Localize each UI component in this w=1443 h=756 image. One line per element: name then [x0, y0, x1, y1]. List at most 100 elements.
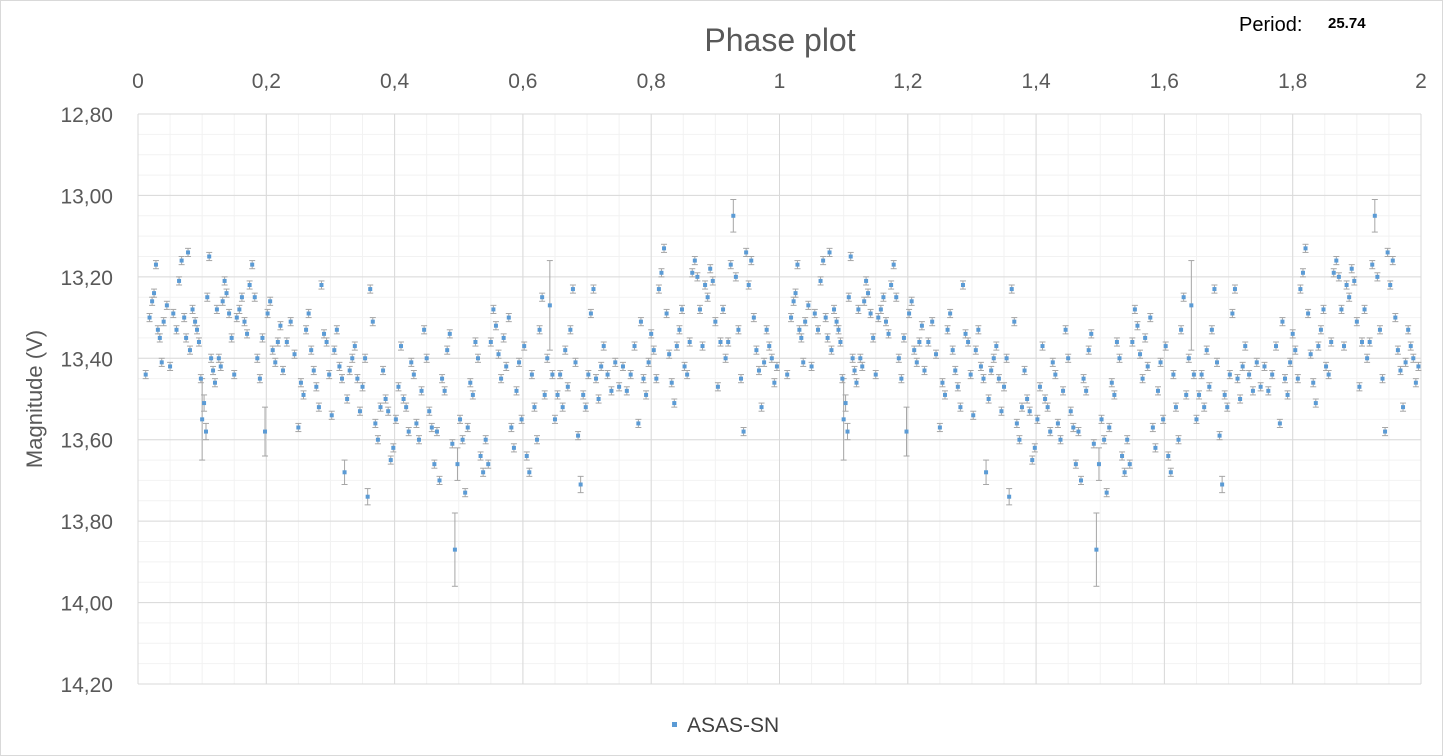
data-point	[288, 319, 293, 324]
data-point	[1398, 368, 1403, 373]
data-point	[1222, 392, 1227, 397]
data-point	[1117, 356, 1122, 361]
data-point	[1019, 405, 1024, 410]
y-tick-label: 13,00	[60, 185, 113, 208]
data-point	[1127, 462, 1132, 467]
data-point	[609, 388, 614, 393]
data-point	[950, 348, 955, 353]
x-tick-label: 1	[774, 70, 786, 93]
data-point	[1336, 274, 1341, 279]
data-point	[825, 335, 830, 340]
data-point	[881, 295, 886, 300]
data-point	[958, 405, 963, 410]
data-point	[1096, 462, 1101, 467]
data-point	[978, 364, 983, 369]
data-point	[186, 250, 191, 255]
data-point	[736, 327, 741, 332]
data-point	[200, 417, 205, 422]
data-point	[1209, 327, 1214, 332]
data-point	[381, 368, 386, 373]
data-point	[999, 409, 1004, 414]
data-point	[552, 417, 557, 422]
data-point	[646, 360, 651, 365]
data-point	[690, 270, 695, 275]
data-point	[1306, 311, 1311, 316]
data-point	[751, 315, 756, 320]
data-point	[1030, 458, 1035, 463]
data-point	[591, 287, 596, 292]
data-point	[429, 425, 434, 430]
data-point	[1416, 364, 1421, 369]
data-point	[365, 494, 370, 499]
data-point	[514, 388, 519, 393]
data-point	[1293, 348, 1298, 353]
data-point	[854, 380, 859, 385]
data-point	[1395, 348, 1400, 353]
data-point	[504, 364, 509, 369]
data-point	[617, 384, 622, 389]
data-point	[1158, 360, 1163, 365]
data-point	[1058, 437, 1063, 442]
data-point	[247, 283, 252, 287]
data-point	[1227, 372, 1232, 377]
data-point	[1168, 470, 1173, 475]
data-point	[871, 335, 876, 340]
data-point	[762, 360, 767, 365]
data-point	[889, 283, 894, 287]
data-point	[203, 429, 208, 434]
data-point	[537, 327, 542, 332]
data-point	[434, 429, 439, 434]
data-point	[1408, 344, 1413, 349]
data-point	[1161, 417, 1166, 422]
data-point	[1002, 384, 1007, 389]
data-point	[1288, 360, 1293, 365]
data-point	[229, 335, 234, 340]
data-point	[894, 295, 899, 300]
data-point	[919, 323, 924, 328]
data-point	[227, 311, 232, 316]
data-point	[1254, 360, 1259, 365]
data-point	[583, 405, 588, 410]
data-point	[529, 372, 534, 377]
data-point	[759, 405, 764, 410]
data-point	[1295, 376, 1300, 381]
data-point	[1176, 437, 1181, 442]
data-point	[960, 283, 965, 287]
data-point	[1324, 364, 1329, 369]
data-point	[1380, 376, 1385, 381]
data-point	[319, 283, 324, 287]
data-point	[257, 376, 262, 381]
data-point	[588, 311, 593, 316]
data-point	[1104, 490, 1109, 495]
data-point	[715, 384, 720, 389]
data-point	[460, 437, 465, 442]
data-point	[1303, 246, 1308, 251]
data-point	[934, 352, 939, 357]
data-point	[695, 274, 700, 279]
data-point	[718, 340, 723, 344]
data-point	[856, 307, 861, 312]
data-point	[1189, 303, 1194, 308]
data-point	[419, 388, 424, 393]
data-point	[827, 250, 832, 255]
data-point	[710, 278, 715, 283]
data-point	[306, 311, 311, 316]
data-point	[1331, 270, 1336, 275]
data-point	[273, 360, 278, 365]
data-point	[1107, 425, 1112, 430]
data-point	[478, 454, 483, 458]
data-point	[220, 299, 225, 304]
data-point	[1197, 392, 1202, 397]
x-tick-label: 2	[1415, 70, 1427, 93]
data-point	[818, 278, 823, 283]
data-point	[749, 258, 754, 263]
data-point	[659, 270, 664, 275]
data-point	[733, 274, 738, 279]
data-point	[1266, 388, 1271, 393]
data-point	[1166, 454, 1171, 458]
data-point	[388, 458, 393, 463]
data-point	[756, 368, 761, 373]
x-axis-ticks: 0 0,2 0,4 0,6 0,8 1 1,2 1,4 1,6 1,8 2	[132, 70, 1427, 93]
data-point	[1032, 445, 1037, 450]
